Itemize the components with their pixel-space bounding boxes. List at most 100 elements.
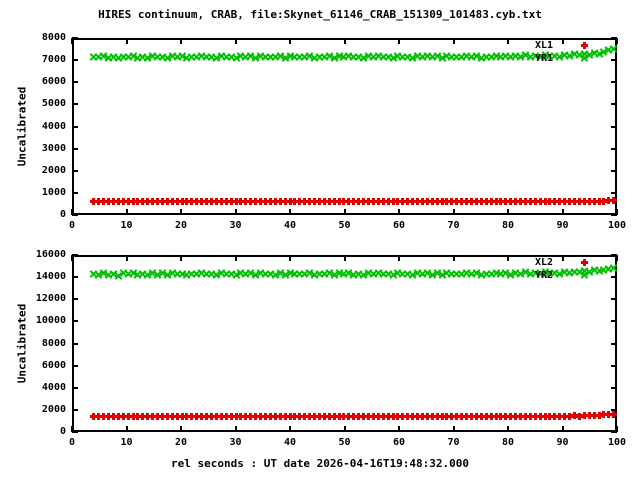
data-point-yr2 [271, 412, 279, 420]
x-axis-tick [507, 209, 509, 215]
x-axis-tick [616, 255, 618, 261]
data-point-yr2 [458, 412, 466, 420]
data-point-xl2 [133, 272, 142, 279]
y-axis-tick [72, 103, 78, 106]
data-point-xl2 [369, 271, 378, 278]
data-point-xl2 [384, 271, 393, 278]
data-point-xl2 [477, 272, 486, 279]
data-point-xl2 [339, 271, 348, 278]
data-point-xl2 [389, 272, 398, 279]
data-point-yr2 [463, 412, 471, 420]
data-point-xl2 [482, 271, 491, 278]
data-point-xl2 [349, 272, 358, 279]
data-point-yr2 [105, 412, 112, 420]
data-point-yr2 [418, 412, 426, 420]
data-point-yr2 [595, 411, 603, 419]
data-point-xl2 [246, 270, 255, 277]
data-point-yr2 [414, 412, 422, 420]
x-axis-tick [398, 209, 400, 215]
data-point-xl2 [423, 270, 432, 277]
x-axis-tick-label: 70 [447, 220, 460, 231]
data-point-xl2 [595, 268, 604, 275]
data-point-xl2 [585, 269, 594, 276]
data-point-yr2 [232, 412, 240, 420]
data-point-yr2 [531, 412, 539, 420]
data-point-yr2 [355, 412, 363, 420]
x-axis-tick-label: 20 [174, 437, 188, 448]
data-point-yr2 [261, 412, 269, 420]
data-point-yr2 [286, 412, 294, 420]
y-axis-tick-label: 7000 [41, 54, 66, 66]
data-point-yr2 [325, 412, 333, 420]
data-point-xl2 [168, 270, 177, 277]
data-point-yr2 [129, 412, 137, 420]
data-point-yr2 [477, 412, 485, 420]
data-point-yr2 [570, 412, 578, 420]
data-point-xl2 [604, 266, 613, 273]
data-point-xl2 [256, 270, 265, 277]
x-axis-tick [289, 426, 291, 432]
data-point-xl2 [403, 271, 412, 278]
data-point-xl2 [364, 270, 373, 277]
data-point-yr2 [95, 412, 103, 420]
y-axis-tick [611, 254, 617, 256]
x-axis-tick [398, 426, 400, 432]
data-point-xl2 [261, 271, 270, 278]
x-axis-tick-label: 30 [229, 220, 242, 231]
data-point-xl2 [300, 271, 309, 278]
y-axis-tick [72, 431, 78, 433]
data-point-xl2 [207, 271, 216, 278]
data-point-xl2 [438, 272, 447, 279]
data-point-xl2 [393, 270, 402, 277]
data-point-xl2 [271, 272, 280, 279]
data-point-xl2 [413, 270, 422, 277]
data-point-yr2 [276, 412, 284, 420]
data-point-xl2 [290, 271, 299, 278]
data-point-yr2 [158, 412, 166, 420]
y-axis-tick [611, 276, 617, 279]
data-point-yr2 [433, 412, 441, 420]
data-point-yr2 [335, 412, 343, 420]
data-point-xl2 [182, 272, 191, 279]
y-axis-tick [611, 147, 617, 150]
x-axis-tick [616, 426, 618, 432]
data-point-yr2 [575, 412, 583, 420]
data-point-xl2 [158, 270, 167, 277]
data-point-yr2 [443, 412, 451, 420]
data-point-yr2 [350, 412, 358, 420]
data-point-xl2 [599, 267, 608, 274]
data-point-xl2 [119, 270, 128, 277]
data-point-yr2 [517, 412, 525, 420]
x-axis-tick-label: 40 [283, 437, 297, 448]
x-axis-tick [343, 426, 346, 432]
y-axis-tick [611, 59, 617, 62]
data-point-xl2 [89, 271, 98, 278]
data-point-yr2 [585, 412, 593, 420]
data-point-yr2 [188, 412, 196, 420]
y-axis-tick [611, 431, 617, 433]
data-point-xl2 [163, 272, 172, 279]
y-axis-tick-label: 1000 [41, 186, 66, 198]
x-axis-tick-label: 50 [338, 437, 351, 448]
data-point-yr2 [438, 412, 446, 420]
x-axis-tick [125, 255, 128, 261]
data-point-yr2 [487, 412, 495, 420]
x-axis-tick-label: 50 [338, 220, 351, 231]
data-point-xl2 [487, 271, 496, 278]
x-axis-tick [180, 209, 182, 215]
y-axis-tick [72, 59, 78, 62]
data-point-yr2 [541, 412, 549, 420]
data-point-xl2 [173, 271, 182, 278]
y-axis-tick [611, 214, 617, 216]
data-point-yr2 [409, 412, 417, 420]
legend-label-yr2: YR2 [535, 270, 554, 281]
data-point-yr2 [149, 412, 157, 420]
data-point-xl2 [433, 270, 442, 277]
data-point-xl2 [344, 270, 353, 277]
data-point-xl2 [94, 272, 103, 279]
y-axis-tick-label: 6000 [41, 76, 66, 88]
x-axis-tick [180, 426, 182, 432]
data-point-yr2 [492, 412, 500, 420]
x-axis-tick [180, 255, 182, 261]
